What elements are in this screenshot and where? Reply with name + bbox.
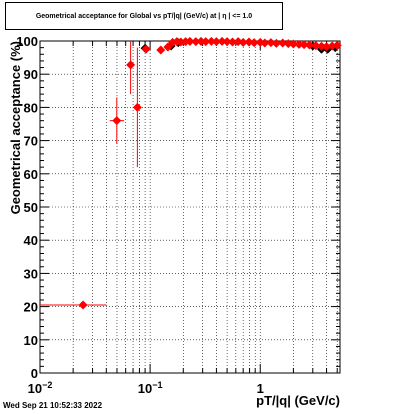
title-box: Geometrical acceptance for Global vs pT/… — [5, 2, 283, 30]
data-point — [78, 300, 88, 310]
data-point — [332, 40, 342, 50]
data-point — [141, 44, 151, 54]
y-tick-label: 60 — [24, 167, 38, 182]
data-point — [238, 37, 248, 47]
data-point — [132, 102, 142, 112]
data-point — [228, 37, 238, 47]
y-tick-label: 10 — [24, 333, 38, 348]
data-point — [206, 36, 216, 46]
data-point — [317, 41, 327, 51]
data-point — [260, 38, 270, 48]
data-point — [299, 40, 309, 50]
x-tick-label: 10−1 — [138, 380, 163, 396]
timestamp: Wed Sep 21 10:52:33 2022 — [3, 401, 103, 410]
data-point — [156, 45, 166, 55]
y-tick-label: 80 — [24, 100, 38, 115]
data-point — [266, 38, 276, 48]
chart-title: Geometrical acceptance for Global vs pT/… — [35, 13, 253, 20]
error-bars — [40, 41, 141, 306]
data-point — [222, 37, 232, 47]
y-tick-label: 100 — [16, 34, 38, 49]
y-tick-label: 70 — [24, 134, 38, 149]
y-tick-label: 30 — [24, 266, 38, 281]
x-tick-label: 10−2 — [28, 380, 53, 396]
data-point — [185, 36, 195, 46]
data-point — [217, 36, 227, 46]
data-point — [311, 41, 321, 51]
data-point — [304, 40, 314, 50]
data-point — [283, 39, 293, 49]
data-point — [191, 37, 201, 47]
data-point — [112, 116, 122, 126]
y-axis-label: Geometrical acceptance (%) — [8, 41, 23, 214]
tick-labels: 0 10 20 30 40 50 60 70 80 90 100 10−2 10−1 1 — [16, 34, 264, 396]
y-tick-label: 40 — [24, 233, 38, 248]
data-markers — [78, 36, 342, 310]
y-tick-label: 20 — [24, 300, 38, 315]
data-point — [288, 39, 298, 49]
data-point — [322, 42, 332, 52]
data-point — [201, 37, 211, 47]
y-tick-label: 50 — [24, 200, 38, 215]
data-point — [278, 38, 288, 48]
data-point — [163, 42, 173, 52]
grid-lines — [39, 40, 340, 374]
data-point — [211, 37, 221, 47]
data-point — [294, 39, 304, 49]
data-point — [249, 38, 259, 48]
x-tick-label: 1 — [257, 381, 264, 396]
x-axis-label: pT/|q| (GeV/c) — [256, 393, 340, 408]
y-tick-label: 0 — [31, 366, 38, 381]
data-point — [126, 60, 136, 70]
data-point — [271, 38, 281, 48]
y-tick-label: 90 — [24, 67, 38, 82]
